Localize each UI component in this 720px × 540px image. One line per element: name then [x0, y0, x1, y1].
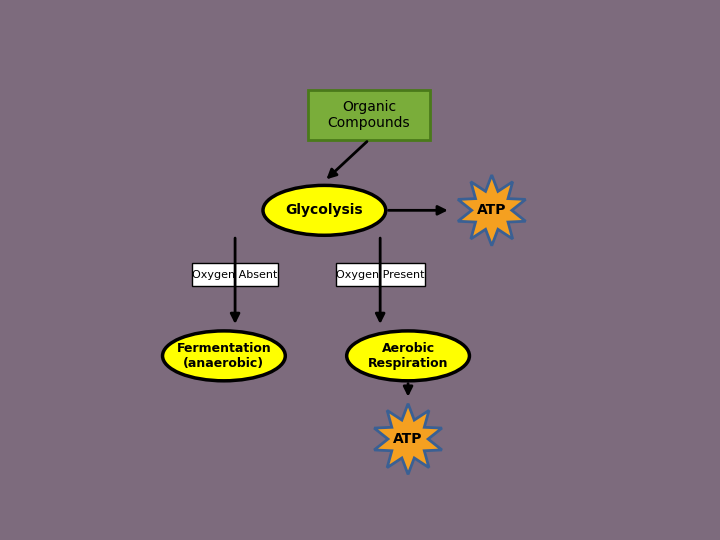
Text: Fermentation
(anaerobic): Fermentation (anaerobic): [176, 342, 271, 370]
Text: ATP: ATP: [477, 204, 506, 217]
Ellipse shape: [263, 185, 386, 235]
Text: Aerobic
Respiration: Aerobic Respiration: [368, 342, 449, 370]
Ellipse shape: [346, 331, 469, 381]
FancyBboxPatch shape: [307, 90, 431, 140]
Polygon shape: [374, 404, 442, 474]
Polygon shape: [458, 175, 526, 246]
Text: Oxygen Absent: Oxygen Absent: [192, 270, 278, 280]
Text: Oxygen Present: Oxygen Present: [336, 270, 424, 280]
Text: ATP: ATP: [393, 432, 423, 446]
FancyBboxPatch shape: [192, 264, 279, 286]
Text: Organic
Compounds: Organic Compounds: [328, 99, 410, 130]
Text: Glycolysis: Glycolysis: [286, 204, 363, 217]
FancyBboxPatch shape: [336, 264, 425, 286]
Ellipse shape: [163, 331, 285, 381]
